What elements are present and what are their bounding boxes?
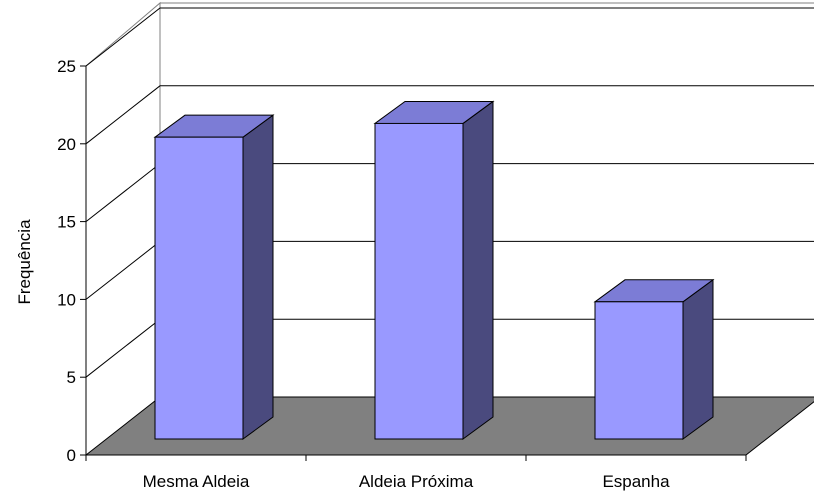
bar [373,100,495,440]
bars [153,100,715,440]
y-tick-label: 25 [57,57,76,76]
x-category-label: Mesma Aldeia [143,472,250,491]
bar-side [682,278,714,440]
x-category-label: Aldeia Próxima [359,472,474,491]
bar-front [594,301,684,440]
gridline [85,7,814,67]
y-tick-label: 15 [57,213,76,232]
bar-front [154,136,244,440]
gridline [85,85,814,145]
bar [153,114,275,440]
x-tick-labels: Mesma Aldeia Aldeia Próxima Espanha [143,472,670,491]
bar [593,278,715,440]
side-wall-edge [85,1,161,397]
y-tick-label: 0 [67,446,76,465]
y-tick-label: 10 [57,290,76,309]
y-axis-title: Frequência [15,219,34,305]
bar-side [462,100,494,440]
bar-side [242,114,274,440]
axes [80,65,747,461]
bar-front [374,122,464,440]
y-tick-label: 20 [57,135,76,154]
x-category-label: Espanha [602,472,670,491]
y-tick-label: 5 [67,368,76,387]
y-tick-labels: 0 5 10 15 20 25 [57,57,76,465]
